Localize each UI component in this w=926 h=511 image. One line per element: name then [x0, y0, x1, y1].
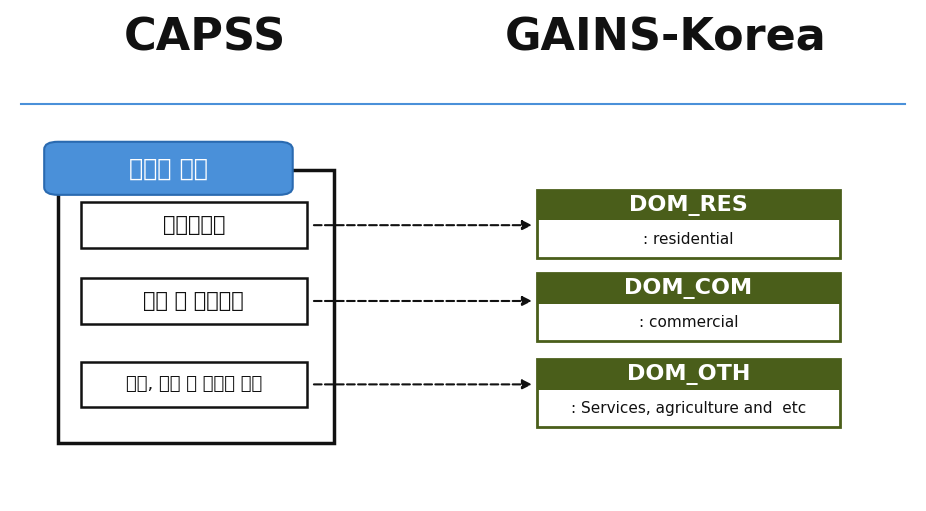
Bar — [537, 359, 841, 427]
Bar — [58, 170, 334, 443]
Bar — [81, 278, 307, 324]
Text: 비산업 연소: 비산업 연소 — [129, 156, 208, 180]
Bar — [537, 273, 841, 304]
Bar — [81, 362, 307, 407]
Bar — [537, 304, 841, 341]
Text: 농업, 축산 및 수산업 시설: 농업, 축산 및 수산업 시설 — [126, 376, 262, 393]
Bar — [537, 359, 841, 390]
Text: DOM_RES: DOM_RES — [629, 195, 748, 216]
Text: DOM_COM: DOM_COM — [624, 278, 753, 299]
Bar — [537, 190, 841, 221]
Bar — [537, 390, 841, 427]
Text: GAINS-Korea: GAINS-Korea — [505, 17, 826, 60]
Text: 주거용시설: 주거용시설 — [163, 215, 225, 235]
Text: CAPSS: CAPSS — [124, 17, 286, 60]
Text: : commercial: : commercial — [639, 315, 738, 330]
Bar — [81, 202, 307, 248]
FancyBboxPatch shape — [44, 142, 293, 195]
Bar — [537, 273, 841, 341]
Bar — [537, 190, 841, 258]
Bar — [537, 221, 841, 258]
Text: : residential: : residential — [644, 232, 733, 247]
Text: 상업 및 공공시설: 상업 및 공공시설 — [144, 291, 244, 311]
Text: DOM_OTH: DOM_OTH — [627, 364, 750, 385]
Text: : Services, agriculture and  etc: : Services, agriculture and etc — [571, 401, 807, 416]
